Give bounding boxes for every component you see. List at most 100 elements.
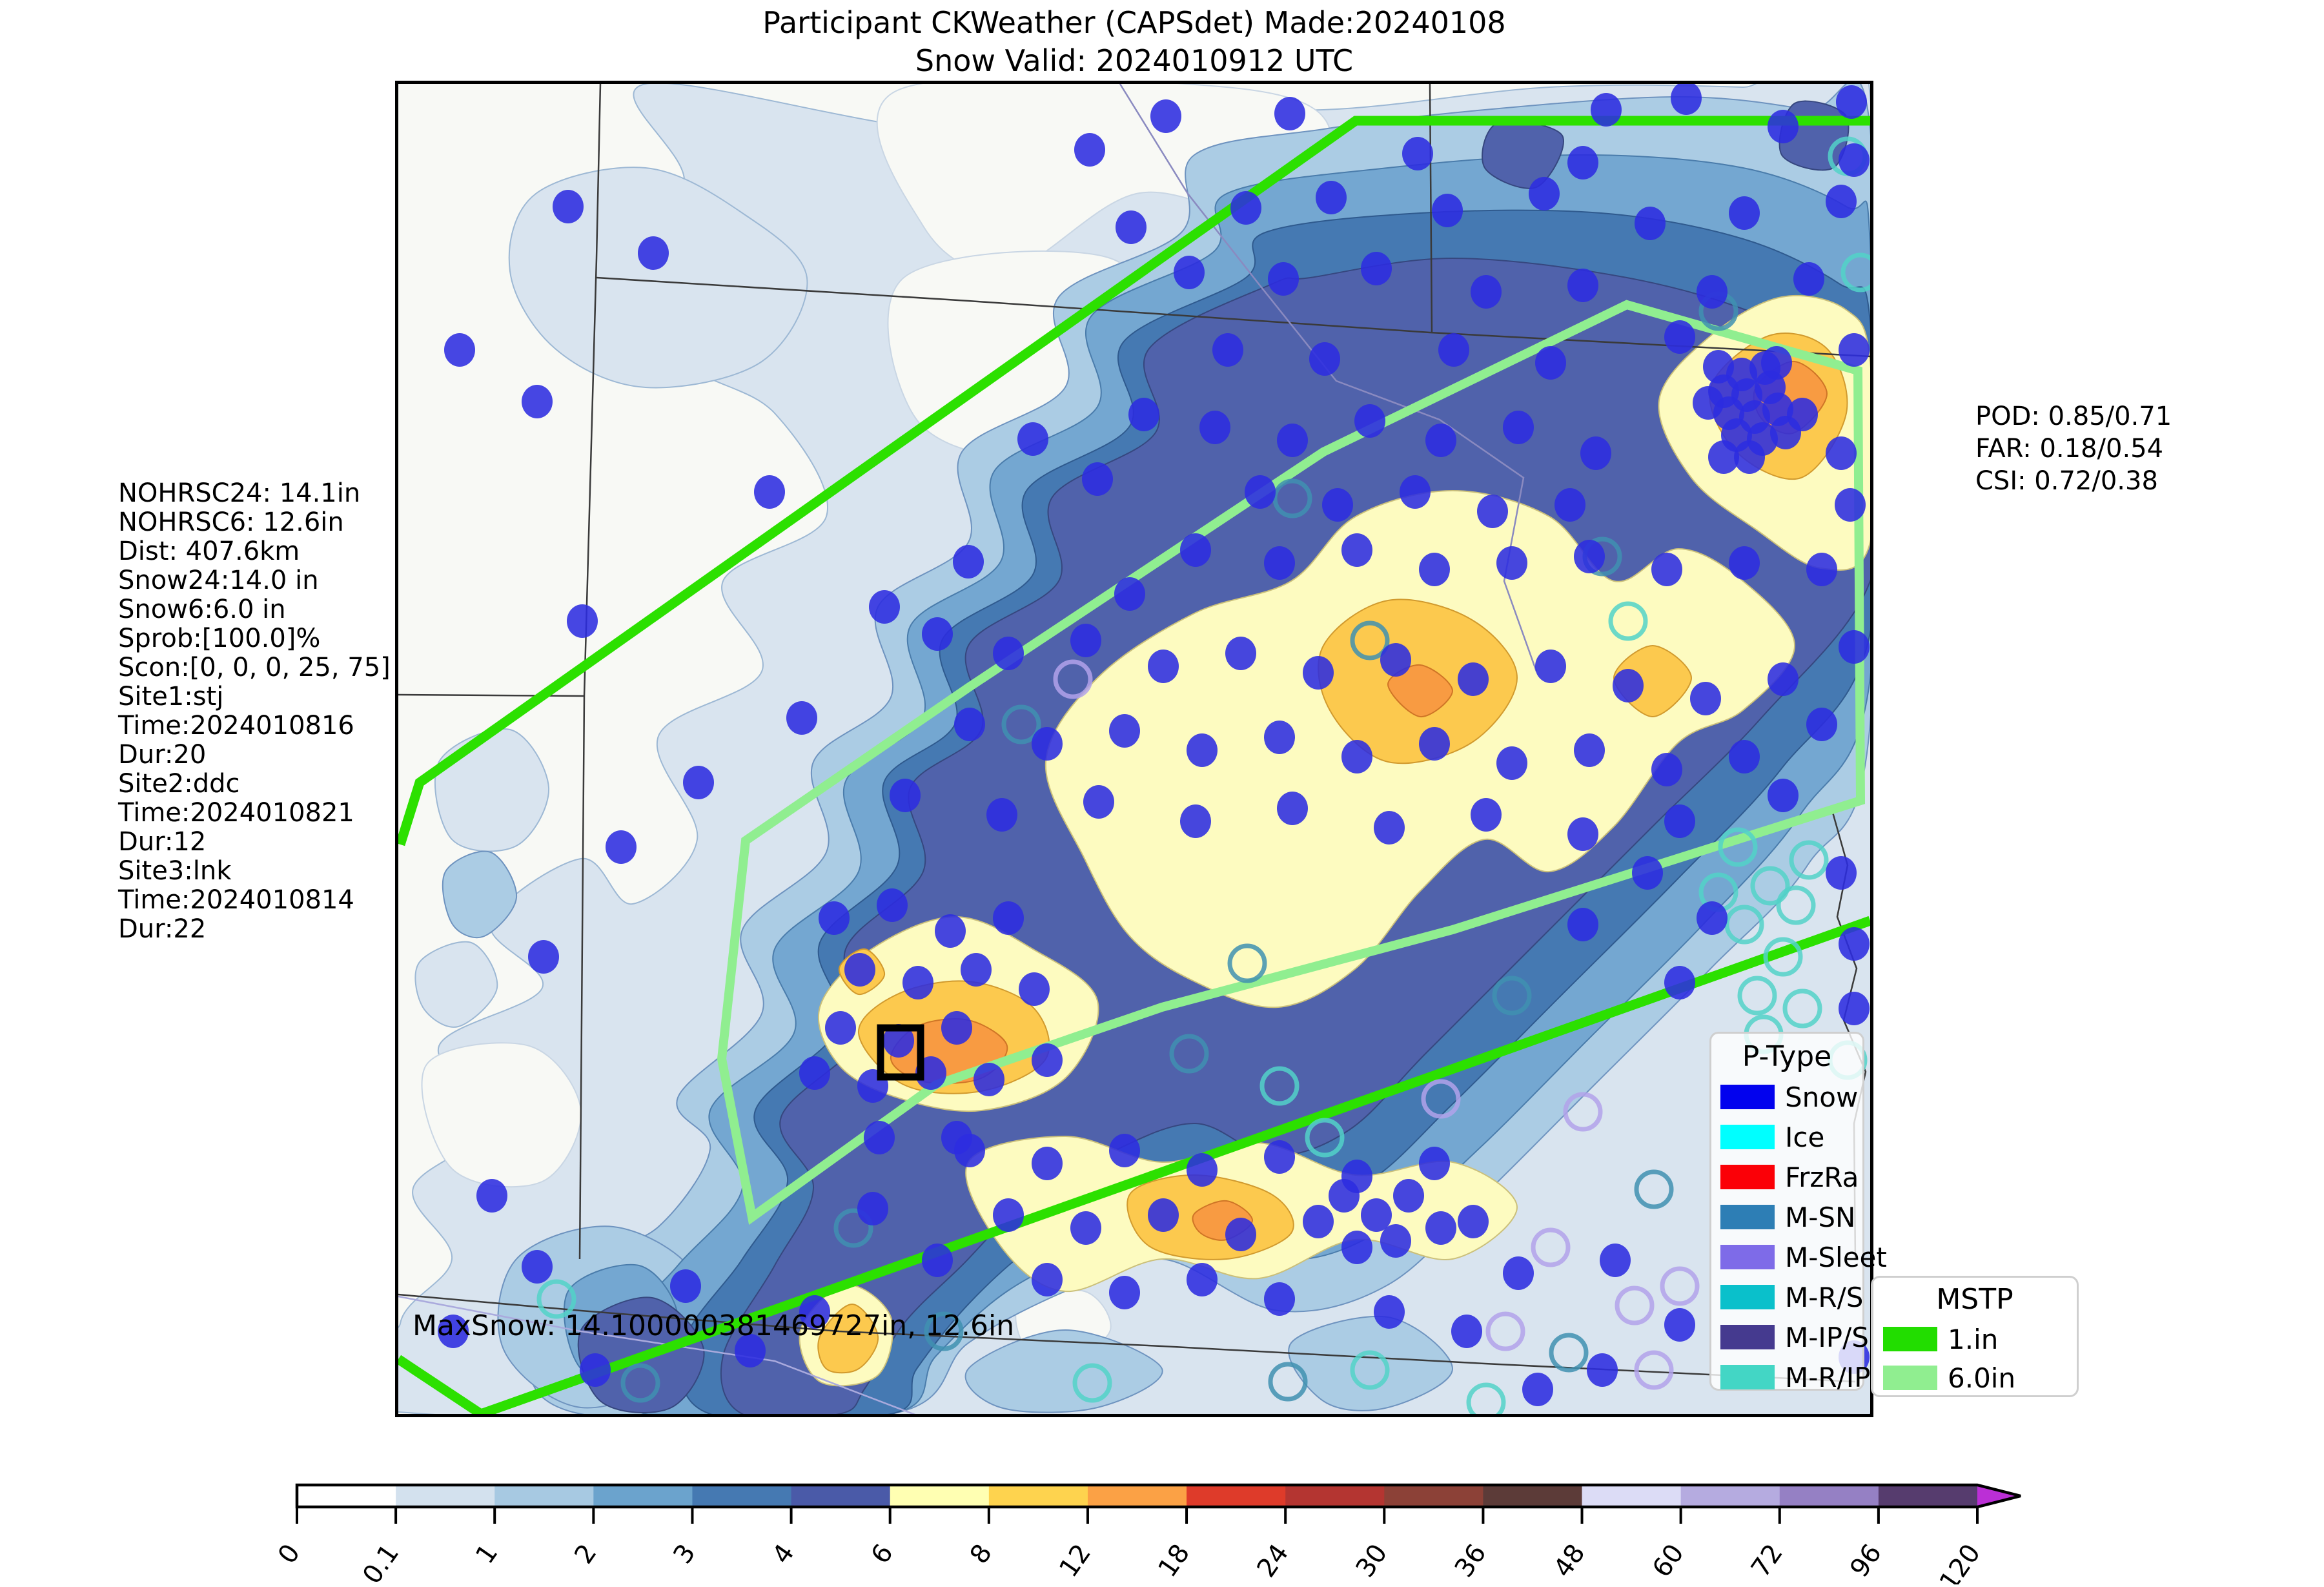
snow-obs-dot	[844, 953, 875, 987]
snow-obs-dot	[1503, 411, 1534, 444]
ptype-open-circle	[1421, 1079, 1461, 1119]
snow-obs-dot	[954, 1134, 985, 1167]
snow-obs-dot	[1839, 333, 1870, 367]
colorbar-segment	[297, 1485, 396, 1507]
snow-obs-dot	[1329, 1179, 1360, 1213]
colorbar-segment	[692, 1485, 792, 1507]
colorbar-segment	[1384, 1485, 1484, 1507]
snow-obs-dot	[1082, 462, 1113, 496]
snow-obs-dot	[1729, 196, 1760, 230]
snow-obs-dot	[1032, 1043, 1063, 1077]
snow-obs-dot	[1458, 662, 1489, 696]
legend-swatch-icon	[1720, 1285, 1775, 1309]
snow-obs-dot	[1635, 207, 1666, 240]
snow-obs-dot	[1264, 1282, 1295, 1316]
colorbar-outline	[295, 1483, 2021, 1509]
snow-obs-dot	[1180, 804, 1211, 838]
snow-obs-dot	[1180, 533, 1211, 567]
snow-obs-dot	[1380, 643, 1411, 677]
ptype-open-circle	[1840, 252, 1870, 292]
snow-obs-dot	[1806, 553, 1837, 586]
snow-obs-dot	[1574, 733, 1605, 767]
snow-obs-dot	[1245, 475, 1276, 509]
snow-obs-dot	[1458, 1205, 1489, 1238]
snow-obs-dot	[1471, 798, 1502, 832]
mstp-legend-title: MSTP	[1936, 1283, 2013, 1316]
snow-obs-dot	[1277, 792, 1308, 825]
snow-obs-dot	[1264, 1140, 1295, 1174]
snow-obs-dot	[476, 1179, 507, 1213]
snow-obs-dot	[1567, 908, 1598, 941]
snow-obs-dot	[1174, 256, 1205, 289]
snow-obs-dot	[1503, 1256, 1534, 1290]
ptype-open-circle	[1350, 620, 1390, 660]
stat-line: Scon:[0, 0, 0, 25, 75]	[118, 653, 391, 682]
ptype-open-circle	[1724, 905, 1764, 945]
snow-obs-dot	[799, 1056, 830, 1090]
contour-band-1-2in	[964, 1329, 1163, 1413]
mstp-contour-1.in	[398, 916, 1870, 1414]
stat-line: NOHRSC24: 14.1in	[118, 478, 361, 508]
legend-item: Snow	[1711, 1077, 1862, 1117]
snow-obs-dot	[528, 940, 559, 974]
snow-obs-dot	[1574, 540, 1605, 573]
ptype-open-circle	[1634, 1169, 1674, 1209]
state-boundary-line	[398, 1293, 1856, 1383]
colorbar-tick-label: 120	[1934, 1539, 1986, 1584]
contour-band-0.1-1in	[508, 167, 808, 389]
snow-obs-dot	[1187, 733, 1218, 767]
colorbar-tick-label: 4	[766, 1539, 800, 1569]
snow-obs-dot	[444, 333, 475, 367]
stat-line: Snow6:6.0 in	[118, 595, 286, 624]
legend-item: M-IP/S	[1711, 1317, 1869, 1357]
ptype-open-circle	[1718, 827, 1758, 867]
snow-obs-dot	[961, 953, 992, 987]
colorbar-canvas: 0 0.1 1 2 3 4 6 8 12 18 24 30 36 48 60 72 96 120	[272, 1483, 2021, 1587]
snow-obs-dot	[1839, 143, 1870, 177]
snow-obs-dot	[1554, 488, 1585, 522]
snow-obs-dot	[1303, 1205, 1334, 1238]
snow-obs-dot	[1651, 753, 1682, 786]
legend-item-label: M-Sleet	[1785, 1241, 1887, 1273]
snow-obs-dot	[1230, 191, 1261, 225]
colorbar-tick-label: 60	[1647, 1539, 1690, 1582]
snow-obs-dot	[1693, 386, 1724, 420]
colorbar-tick-label: 3	[668, 1539, 701, 1569]
stat-line: Time:2024010816	[118, 711, 354, 741]
ptype-open-circle	[1549, 1333, 1589, 1373]
snow-obs-dot	[1793, 262, 1824, 296]
ptype-open-circle	[1001, 704, 1041, 744]
legend-swatch-icon	[1720, 1245, 1775, 1269]
snow-obs-dot	[1425, 424, 1456, 457]
snow-obs-dot	[1826, 856, 1857, 890]
snow-obs-dot	[857, 1192, 888, 1225]
snow-obs-dot	[1400, 475, 1431, 509]
mstp-contour-6.0in	[717, 300, 1866, 1225]
snow-obs-dot	[1225, 1218, 1256, 1251]
snow-obs-dot	[1148, 1198, 1179, 1232]
legend-item: M-SN	[1711, 1197, 1862, 1237]
ptype-legend: P-Type Snow Ice FrzRa M-SN M-Sleet M-R/S…	[1709, 1032, 1887, 1393]
ptype-open-circle	[620, 1363, 660, 1403]
legend-item: M-R/IP	[1711, 1357, 1870, 1397]
legend-swatch-icon	[1883, 1366, 1937, 1390]
ptype-open-circle	[1272, 478, 1312, 518]
colorbar-segment	[1087, 1485, 1187, 1507]
snow-obs-dot	[1768, 662, 1799, 696]
stat-line: FAR: 0.18/0.54	[1975, 434, 2164, 464]
snow-obs-dot	[883, 1024, 914, 1058]
snow-obs-dot	[1729, 740, 1760, 773]
colorbar-tick-label: 96	[1844, 1539, 1888, 1582]
ptype-open-circle	[1615, 1285, 1655, 1326]
snow-obs-dot	[1471, 275, 1502, 309]
snow-obs-dot	[825, 1011, 856, 1045]
colorbar-tick-label: 1	[470, 1539, 504, 1569]
legend-item: Ice	[1711, 1117, 1862, 1157]
snow-obs-dot	[1839, 630, 1870, 664]
ptype-open-circle	[1782, 988, 1822, 1029]
snow-obs-dot	[1664, 320, 1695, 354]
colorbar-segment	[396, 1485, 496, 1507]
colorbar-tick-label: 8	[964, 1539, 998, 1569]
legend-item-label: 1.in	[1948, 1323, 1999, 1355]
